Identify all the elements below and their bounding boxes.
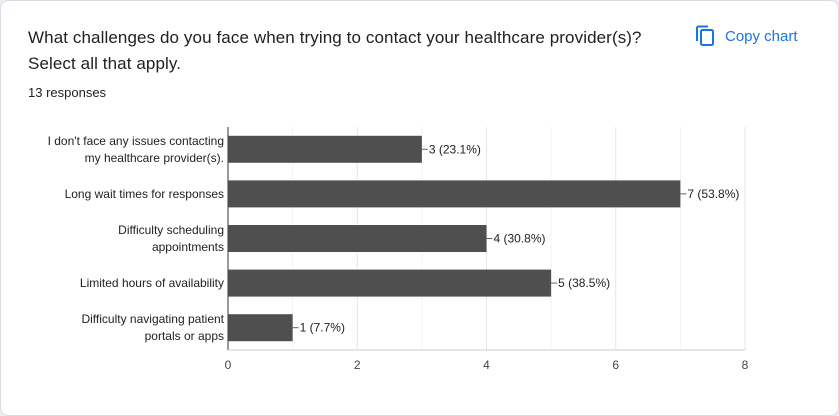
x-tick-label: 8 <box>742 358 749 372</box>
copy-chart-label: Copy chart <box>725 27 798 45</box>
data-label: 3 (23.1%) <box>429 142 481 156</box>
bar <box>228 225 487 252</box>
data-label: 7 (53.8%) <box>687 187 739 201</box>
x-tick-label: 4 <box>483 358 490 372</box>
data-label: 4 (30.8%) <box>494 232 546 246</box>
response-count: 13 responses <box>28 85 107 100</box>
data-label: 5 (38.5%) <box>558 276 610 290</box>
copy-icon <box>695 25 715 47</box>
category-label: Long wait times for responses <box>65 187 224 201</box>
bar <box>228 135 422 163</box>
category-label: my healthcare provider(s). <box>85 151 224 165</box>
copy-chart-button[interactable]: Copy chart <box>689 19 804 53</box>
category-label: I don't face any issues contacting <box>48 134 224 148</box>
bar <box>228 314 293 342</box>
x-tick-label: 2 <box>354 358 361 372</box>
category-label: Difficulty navigating patient <box>81 312 224 326</box>
category-label: portals or apps <box>145 329 224 343</box>
x-tick-label: 0 <box>225 358 232 372</box>
bar <box>228 269 552 297</box>
question-title: What challenges do you face when trying … <box>28 28 642 73</box>
category-label: Limited hours of availability <box>80 276 224 290</box>
x-tick-label: 6 <box>612 358 619 372</box>
data-label: 1 (7.7%) <box>300 321 345 335</box>
category-label: appointments <box>152 240 224 254</box>
bar <box>228 180 681 208</box>
category-label: Difficulty scheduling <box>118 223 224 237</box>
